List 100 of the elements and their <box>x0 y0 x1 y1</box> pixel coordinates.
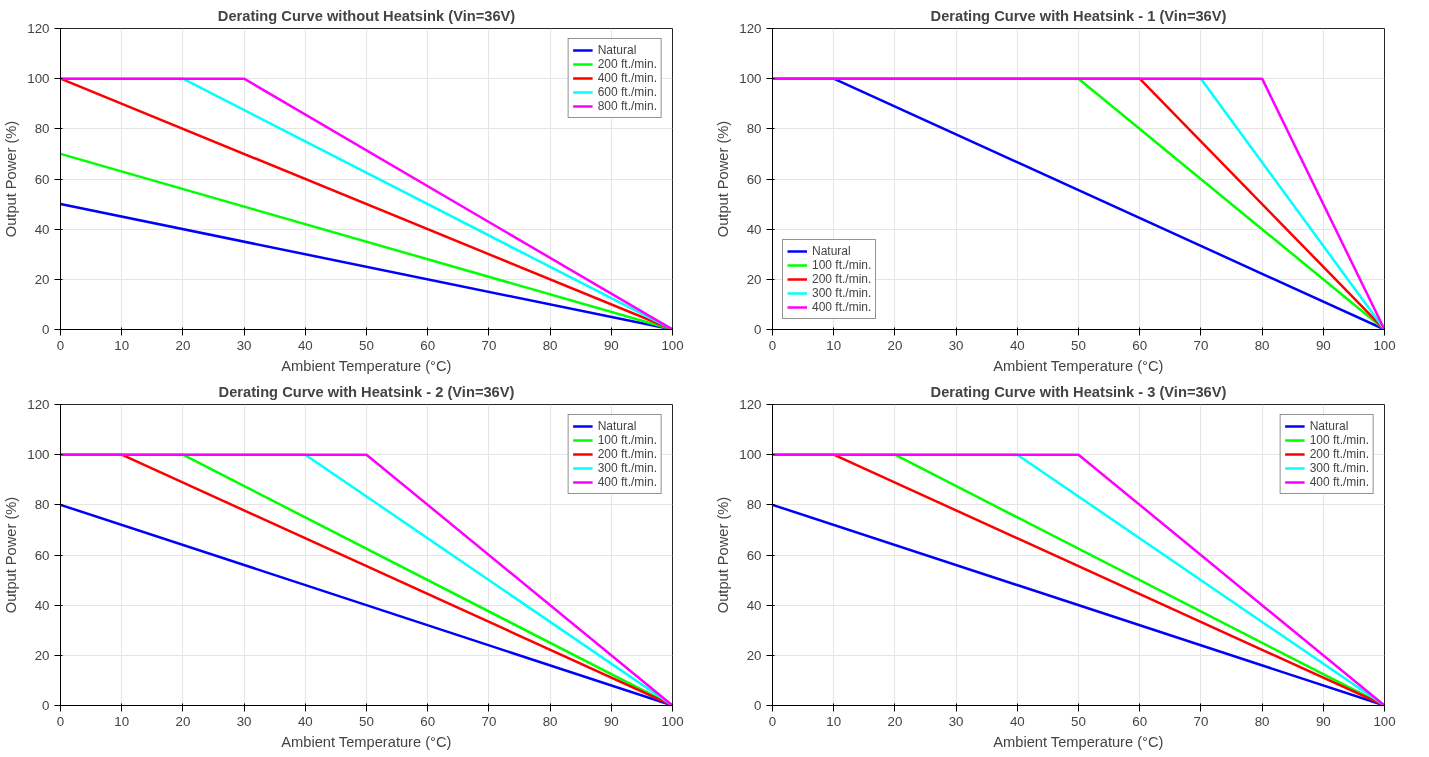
y-tick-label: 60 <box>746 171 762 187</box>
x-tick-label: 100 <box>1373 337 1396 353</box>
chart-title: Derating Curve with Heatsink - 2 (Vin=36V) <box>218 383 515 400</box>
x-tick-label: 50 <box>359 337 374 353</box>
y-tick-label: 20 <box>746 271 762 287</box>
x-tick-label: 50 <box>1071 713 1086 729</box>
x-axis-title: Ambient Temperature (°C) <box>281 357 452 374</box>
x-tick-label: 80 <box>1254 713 1270 729</box>
x-tick-label: 0 <box>768 337 777 353</box>
x-tick-label: 40 <box>1009 337 1025 353</box>
x-tick-label: 100 <box>661 337 684 353</box>
y-tick-label: 80 <box>746 121 762 137</box>
y-tick-label: 80 <box>746 497 762 513</box>
legend-label: 200 ft./min. <box>812 272 872 286</box>
x-tick-label: 30 <box>948 713 964 729</box>
x-tick-label: 70 <box>481 713 497 729</box>
y-tick-label: 60 <box>746 547 762 563</box>
chart-title: Derating Curve with Heatsink - 3 (Vin=36V) <box>930 383 1227 400</box>
x-tick-label: 60 <box>1132 337 1148 353</box>
y-tick-label: 60 <box>34 547 50 563</box>
x-tick-label: 60 <box>1132 713 1148 729</box>
legend-label: Natural <box>597 419 637 433</box>
legend-label: 100 ft./min. <box>1309 433 1369 447</box>
x-tick-label: 70 <box>481 337 497 353</box>
x-tick-label: 10 <box>114 713 130 729</box>
x-tick-label: 100 <box>661 713 684 729</box>
legend-label: Natural <box>597 43 637 57</box>
legend-label: 200 ft./min. <box>1309 447 1369 461</box>
x-tick-label: 40 <box>1009 713 1025 729</box>
y-tick-label: 80 <box>34 121 50 137</box>
x-tick-label: 90 <box>1315 337 1331 353</box>
legend-label: 600 ft./min. <box>597 85 657 99</box>
y-tick-label: 60 <box>34 171 50 187</box>
y-tick-label: 100 <box>739 447 762 463</box>
x-tick-label: 70 <box>1193 713 1209 729</box>
x-tick-label: 10 <box>826 713 842 729</box>
x-tick-label: 60 <box>420 713 436 729</box>
legend-label: 300 ft./min. <box>597 461 657 475</box>
x-tick-label: 20 <box>887 337 903 353</box>
legend-label: 200 ft./min. <box>597 57 657 71</box>
x-tick-label: 90 <box>603 337 619 353</box>
chart-title: Derating Curve without Heatsink (Vin=36V) <box>217 7 516 24</box>
x-axis-title: Ambient Temperature (°C) <box>993 357 1164 374</box>
x-tick-label: 30 <box>236 337 252 353</box>
legend-label: 100 ft./min. <box>812 258 872 272</box>
x-tick-label: 80 <box>542 337 558 353</box>
x-tick-label: 0 <box>56 337 65 353</box>
y-tick-label: 120 <box>739 21 762 36</box>
y-tick-label: 40 <box>34 221 50 237</box>
y-tick-label: 20 <box>34 271 50 287</box>
x-tick-label: 70 <box>1193 337 1209 353</box>
x-tick-label: 30 <box>948 337 964 353</box>
legend-label: 300 ft./min. <box>812 286 872 300</box>
y-tick-label: 100 <box>27 447 50 463</box>
y-tick-label: 100 <box>27 71 50 87</box>
x-tick-label: 20 <box>887 713 903 729</box>
y-tick-label: 120 <box>27 397 50 412</box>
x-tick-label: 50 <box>359 713 374 729</box>
x-tick-label: 30 <box>236 713 252 729</box>
legend-label: 300 ft./min. <box>1309 461 1369 475</box>
y-tick-label: 20 <box>34 647 50 663</box>
x-tick-label: 20 <box>175 713 191 729</box>
x-tick-label: 20 <box>175 337 191 353</box>
y-tick-label: 0 <box>754 322 762 337</box>
x-tick-label: 60 <box>420 337 436 353</box>
legend-label: 200 ft./min. <box>597 447 657 461</box>
x-tick-label: 10 <box>114 337 130 353</box>
y-axis-title: Output Power (%) <box>3 120 20 238</box>
y-tick-label: 0 <box>42 322 50 337</box>
legend-label: 400 ft./min. <box>597 71 657 85</box>
x-tick-label: 80 <box>542 713 558 729</box>
legend-label: Natural <box>812 244 851 258</box>
y-tick-label: 40 <box>34 597 50 613</box>
legend-label: 400 ft./min. <box>812 300 872 314</box>
y-axis-title: Output Power (%) <box>3 496 20 614</box>
y-tick-label: 100 <box>739 71 762 87</box>
y-tick-label: 20 <box>746 647 762 663</box>
y-axis-title: Output Power (%) <box>715 496 732 614</box>
chart-title: Derating Curve with Heatsink - 1 (Vin=36V) <box>930 7 1227 24</box>
x-axis-title: Ambient Temperature (°C) <box>281 733 452 750</box>
legend-label: 100 ft./min. <box>597 433 657 447</box>
x-axis-title: Ambient Temperature (°C) <box>993 733 1164 750</box>
y-tick-label: 0 <box>42 698 50 713</box>
y-axis-title: Output Power (%) <box>715 120 732 238</box>
x-tick-label: 40 <box>297 337 313 353</box>
y-tick-label: 0 <box>754 698 762 713</box>
legend-label: 400 ft./min. <box>597 475 657 489</box>
y-tick-label: 80 <box>34 497 50 513</box>
y-tick-label: 40 <box>746 597 762 613</box>
y-tick-label: 120 <box>27 21 50 36</box>
legend-label: 800 ft./min. <box>597 99 657 113</box>
x-tick-label: 80 <box>1254 337 1270 353</box>
y-tick-label: 40 <box>746 221 762 237</box>
x-tick-label: 0 <box>56 713 65 729</box>
x-tick-label: 10 <box>826 337 842 353</box>
legend-label: 400 ft./min. <box>1309 475 1369 489</box>
x-tick-label: 90 <box>1315 713 1331 729</box>
x-tick-label: 90 <box>603 713 619 729</box>
x-tick-label: 40 <box>297 713 313 729</box>
x-tick-label: 100 <box>1373 713 1396 729</box>
